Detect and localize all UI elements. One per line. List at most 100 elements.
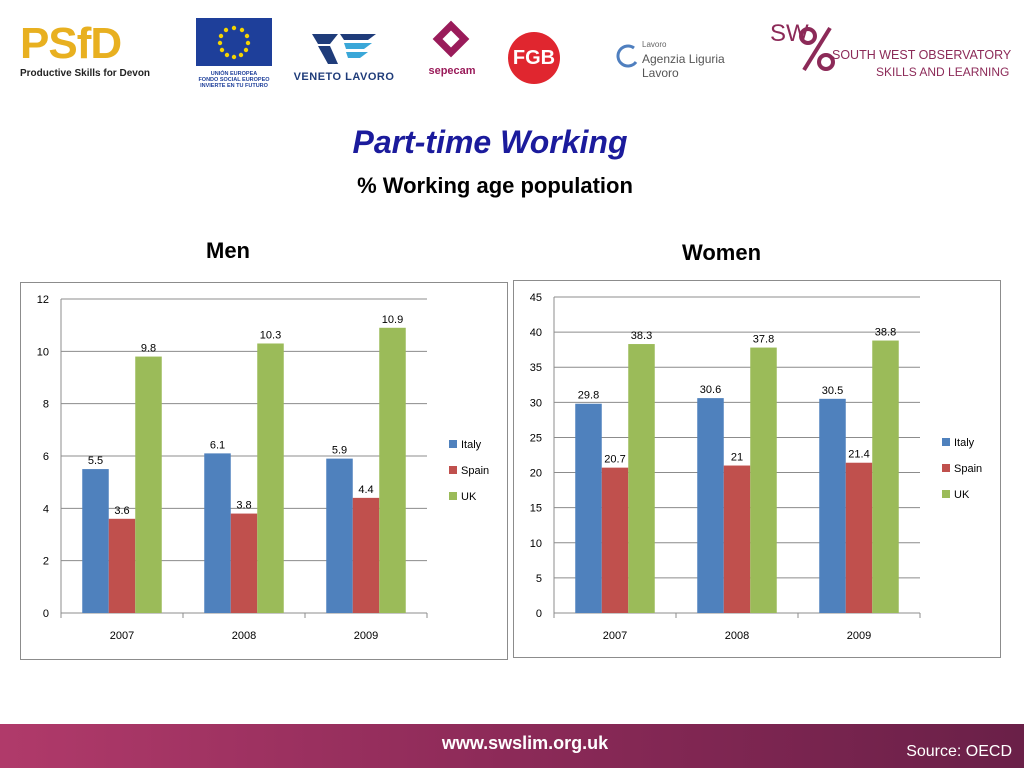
- women-data-label: 38.8: [875, 327, 896, 339]
- women-chart-svg: 0 5 10 15 20 25 30 35 40 45 29.8 20.7 38.3 2007 30.6 21…: [530, 292, 982, 642]
- men-y-tick-label: 0: [43, 608, 49, 620]
- eu-flag-icon: [196, 18, 272, 66]
- women-y-tick-label: 15: [530, 503, 542, 515]
- women-y-tick-label: 45: [530, 292, 542, 304]
- liguria-name: Agenzia Liguria Lavoro: [642, 52, 725, 80]
- women-x-tick-label: 2008: [725, 630, 749, 642]
- men-data-label: 5.5: [88, 455, 103, 467]
- men-x-tick-label: 2008: [232, 630, 256, 642]
- women-data-label: 38.3: [631, 330, 652, 342]
- liguria-mark-icon: [616, 44, 638, 68]
- men-y-tick-label: 10: [37, 346, 49, 358]
- page-subtitle: % Working age population: [357, 173, 633, 198]
- fgb-logo: FGB: [506, 30, 562, 86]
- men-x-tick-label: 2009: [354, 630, 378, 642]
- men-bar-italy-2007: [82, 469, 109, 613]
- women-y-tick-label: 25: [530, 432, 542, 444]
- men-data-label: 10.9: [382, 314, 403, 326]
- men-data-label: 4.4: [358, 484, 373, 496]
- women-bar-italy-2008: [697, 398, 724, 613]
- women-data-label: 21.4: [848, 449, 869, 461]
- footer-url-link[interactable]: www.swslim.org.uk: [441, 733, 609, 753]
- men-data-label: 3.6: [114, 505, 129, 517]
- women-y-tick-label: 5: [536, 573, 542, 585]
- women-data-label: 21: [731, 452, 743, 464]
- men-data-label: 9.8: [141, 343, 156, 355]
- men-bar-spain-2008: [230, 513, 258, 613]
- eu-logo: UNIÓN EUROPEA FONDO SOCIAL EUROPEO INVIE…: [196, 18, 272, 90]
- men-chart-svg: 0 2 4 6 8 10 12 5.5 3.6 9.8 2007 6.1 3.8 10.3 2008 5.9 4…: [37, 294, 489, 642]
- swo-percent-icon: [799, 26, 835, 72]
- psfd-tagline: Productive Skills for Devon: [20, 68, 151, 79]
- women-chart: 0 5 10 15 20 25 30 35 40 45 29.8 20.7 38.3 2007 30.6 21…: [513, 280, 1001, 658]
- men-y-tick-label: 2: [43, 556, 49, 568]
- sepecam-name: sepecam: [428, 65, 476, 77]
- men-legend-swatch-spain: [449, 466, 457, 474]
- psfd-logo: PSfD Productive Skills for Devon: [20, 22, 180, 82]
- fgb-mark-icon: [508, 32, 560, 84]
- men-y-tick-label: 12: [37, 294, 49, 306]
- men-data-label: 6.1: [210, 439, 225, 451]
- veneto-mark-icon: [312, 34, 376, 64]
- men-data-label: 3.8: [236, 500, 251, 512]
- women-data-label: 37.8: [753, 334, 774, 346]
- men-y-tick-label: 8: [43, 399, 49, 411]
- men-y-tick-label: 6: [43, 451, 49, 463]
- men-chart-heading: Men: [206, 238, 250, 263]
- women-data-label: 30.6: [700, 384, 721, 396]
- women-bar-spain-2008: [723, 465, 751, 613]
- eu-line3: INVIERTE EN TU FUTURO: [200, 83, 268, 89]
- women-legend-swatch-uk: [942, 490, 950, 498]
- men-bar-spain-2009: [352, 497, 380, 613]
- women-bar-uk-2007: [628, 344, 655, 613]
- psfd-letters: PSfD: [20, 19, 122, 68]
- men-y-tick-label: 4: [43, 503, 49, 515]
- men-bar-uk-2007: [135, 356, 162, 613]
- women-y-tick-label: 30: [530, 397, 542, 409]
- men-bar-uk-2008: [257, 343, 284, 613]
- veneto-name: VENETO LAVORO: [293, 71, 395, 83]
- logo-strip: PSfD Productive Skills for Devon UNIÓN E…: [0, 0, 1024, 100]
- women-bar-spain-2007: [601, 467, 629, 613]
- footer-bar: www.swslim.org.uk Source: OECD: [0, 724, 1024, 768]
- men-legend-label: Italy: [461, 439, 482, 451]
- swo-logo: SW SOUTH WEST OBSERVATORY SKILLS AND LEA…: [770, 20, 1012, 82]
- women-data-label: 29.8: [578, 390, 599, 402]
- liguria-logo: Lavoro Agenzia Liguria Lavoro: [612, 40, 760, 80]
- swo-line2: SKILLS AND LEARNING: [876, 65, 1010, 79]
- women-legend-label: UK: [954, 489, 970, 501]
- women-legend-label: Italy: [954, 437, 975, 449]
- men-x-tick-label: 2007: [110, 630, 134, 642]
- footer-source: Source: OECD: [906, 743, 1012, 760]
- fgb-name: FGB: [512, 47, 556, 69]
- sepecam-mark-icon: [432, 20, 470, 58]
- women-x-tick-label: 2009: [847, 630, 871, 642]
- men-data-label: 5.9: [332, 445, 347, 457]
- women-bar-uk-2009: [872, 340, 899, 613]
- women-x-tick-label: 2007: [603, 630, 627, 642]
- sepecam-logo: sepecam: [424, 20, 480, 88]
- women-bar-italy-2007: [575, 403, 602, 613]
- page-title: Part-time Working: [352, 124, 628, 160]
- men-bar-italy-2008: [204, 453, 231, 613]
- eu-line1: UNIÓN EUROPEA: [210, 71, 258, 77]
- women-y-tick-label: 40: [530, 327, 542, 339]
- women-y-tick-label: 35: [530, 362, 542, 374]
- women-bar-uk-2008: [750, 347, 777, 613]
- men-chart: 0 2 4 6 8 10 12 5.5 3.6 9.8 2007 6.1 3.8 10.3 2008 5.9 4…: [20, 282, 508, 660]
- women-chart-heading: Women: [682, 240, 762, 265]
- men-legend-label: UK: [461, 491, 477, 503]
- men-data-label: 10.3: [260, 329, 281, 341]
- liguria-small: Lavoro: [642, 40, 667, 49]
- women-legend-swatch-spain: [942, 464, 950, 472]
- eu-line2: FONDO SOCIAL EUROPEO: [198, 77, 270, 83]
- men-bar-uk-2009: [379, 327, 406, 613]
- men-legend-swatch-italy: [449, 440, 457, 448]
- women-data-label: 20.7: [604, 454, 625, 466]
- women-data-label: 30.5: [822, 385, 843, 397]
- women-y-tick-label: 20: [530, 468, 542, 480]
- swo-line1: SOUTH WEST OBSERVATORY: [832, 48, 1012, 62]
- women-y-tick-label: 0: [536, 608, 542, 620]
- men-bar-italy-2009: [326, 458, 353, 613]
- men-legend-label: Spain: [461, 465, 489, 477]
